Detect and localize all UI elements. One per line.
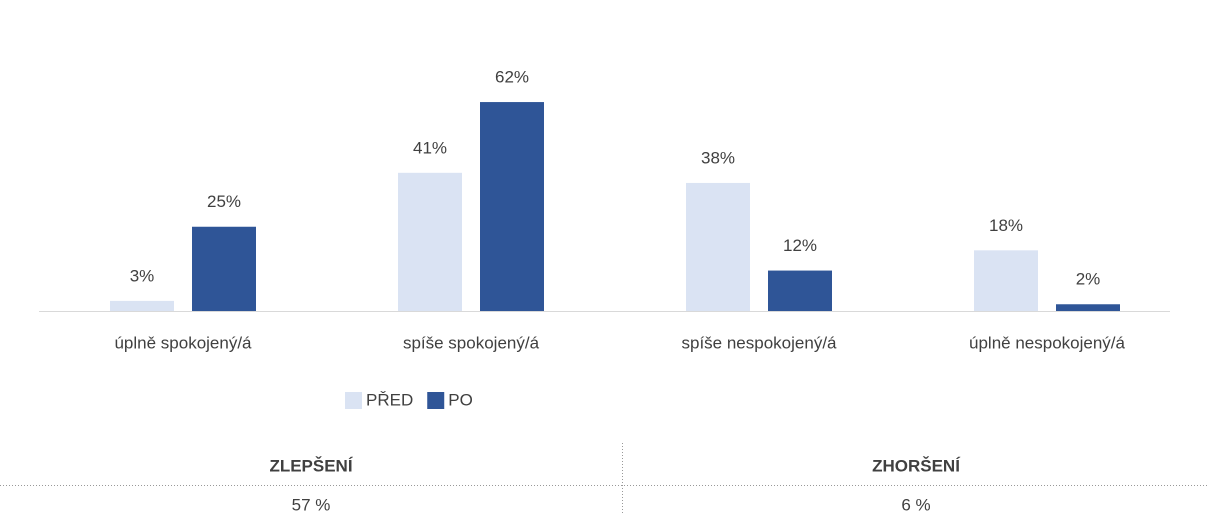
data-label: 41% xyxy=(413,138,447,157)
legend-label: PŘED xyxy=(366,390,413,409)
table-header: ZHORŠENÍ xyxy=(872,456,961,475)
bar xyxy=(398,172,462,311)
data-label: 12% xyxy=(783,236,817,255)
data-label: 38% xyxy=(701,148,735,167)
data-label: 62% xyxy=(495,68,529,87)
legend-label: PO xyxy=(448,390,473,409)
table-cell: 57 % xyxy=(292,495,331,514)
bar xyxy=(480,102,544,311)
x-tick-label: spíše nespokojený/á xyxy=(682,333,838,352)
data-label: 25% xyxy=(207,192,241,211)
data-label: 2% xyxy=(1076,270,1101,289)
table-header: ZLEPŠENÍ xyxy=(269,456,353,475)
bar xyxy=(192,226,256,311)
x-tick-label: úplně spokojený/á xyxy=(114,333,252,352)
data-label: 3% xyxy=(130,266,155,285)
data-label: 18% xyxy=(989,216,1023,235)
legend-swatch xyxy=(345,392,362,409)
x-tick-label: úplně nespokojený/á xyxy=(969,333,1126,352)
bar xyxy=(768,270,832,311)
x-tick-label: spíše spokojený/á xyxy=(403,333,540,352)
legend-swatch xyxy=(427,392,445,409)
bar xyxy=(110,300,174,311)
table-cell: 6 % xyxy=(901,495,930,514)
bar xyxy=(974,250,1038,311)
bar xyxy=(1056,304,1120,311)
bar xyxy=(686,182,750,311)
